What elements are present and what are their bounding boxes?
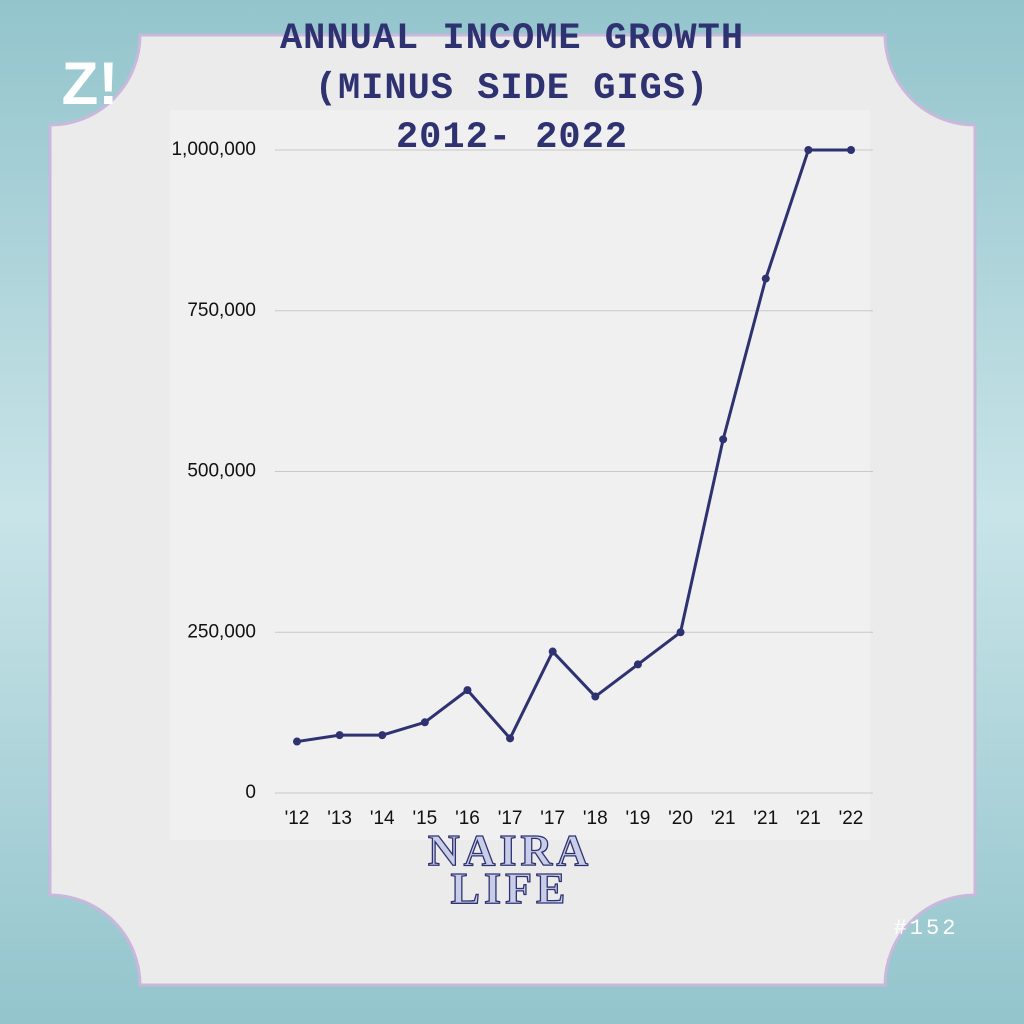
x-tick-label: '21 <box>753 808 778 829</box>
y-tick-label: 250,000 <box>187 621 256 642</box>
point <box>293 737 301 746</box>
x-tick-label: '18 <box>583 808 608 829</box>
point <box>463 686 472 695</box>
x-tick-label: '17 <box>540 808 565 829</box>
brand-name: NAIRA <box>428 826 592 875</box>
point <box>761 274 770 283</box>
chart-title: 2012- 2022 <box>396 117 628 159</box>
chart-title: (MINUS SIDE GIGS) <box>315 68 709 110</box>
x-tick-label: '21 <box>711 808 736 829</box>
x-tick-label: '13 <box>327 808 352 829</box>
point <box>719 435 728 444</box>
x-tick-label: '19 <box>626 808 651 829</box>
point <box>506 734 515 743</box>
point <box>548 647 557 656</box>
point <box>804 146 813 154</box>
point <box>335 731 344 740</box>
issue-number: #152 <box>894 916 959 941</box>
x-tick-label: '14 <box>370 808 395 829</box>
y-tick-label: 750,000 <box>187 300 256 321</box>
point <box>591 692 600 701</box>
x-tick-label: '21 <box>796 808 821 829</box>
x-tick-label: '22 <box>839 808 864 829</box>
y-tick-label: 500,000 <box>187 461 256 482</box>
x-tick-label: '12 <box>285 808 310 829</box>
chart-title: ANNUAL INCOME GROWTH <box>280 18 744 60</box>
logo: Z! <box>62 50 119 117</box>
x-tick-label: '16 <box>455 808 480 829</box>
x-tick-label: '20 <box>668 808 693 829</box>
point <box>633 660 642 669</box>
x-tick-label: '15 <box>412 808 437 829</box>
line <box>296 148 851 744</box>
point <box>378 731 387 740</box>
y-tick-label: 0 <box>245 782 256 803</box>
y-tick-label: 1,000,000 <box>171 139 256 160</box>
point <box>420 718 429 727</box>
x-tick-label: '17 <box>498 808 523 829</box>
brand-name: LIFE <box>451 864 570 913</box>
point <box>847 146 855 154</box>
point <box>676 628 685 637</box>
paper-inner <box>170 110 870 840</box>
